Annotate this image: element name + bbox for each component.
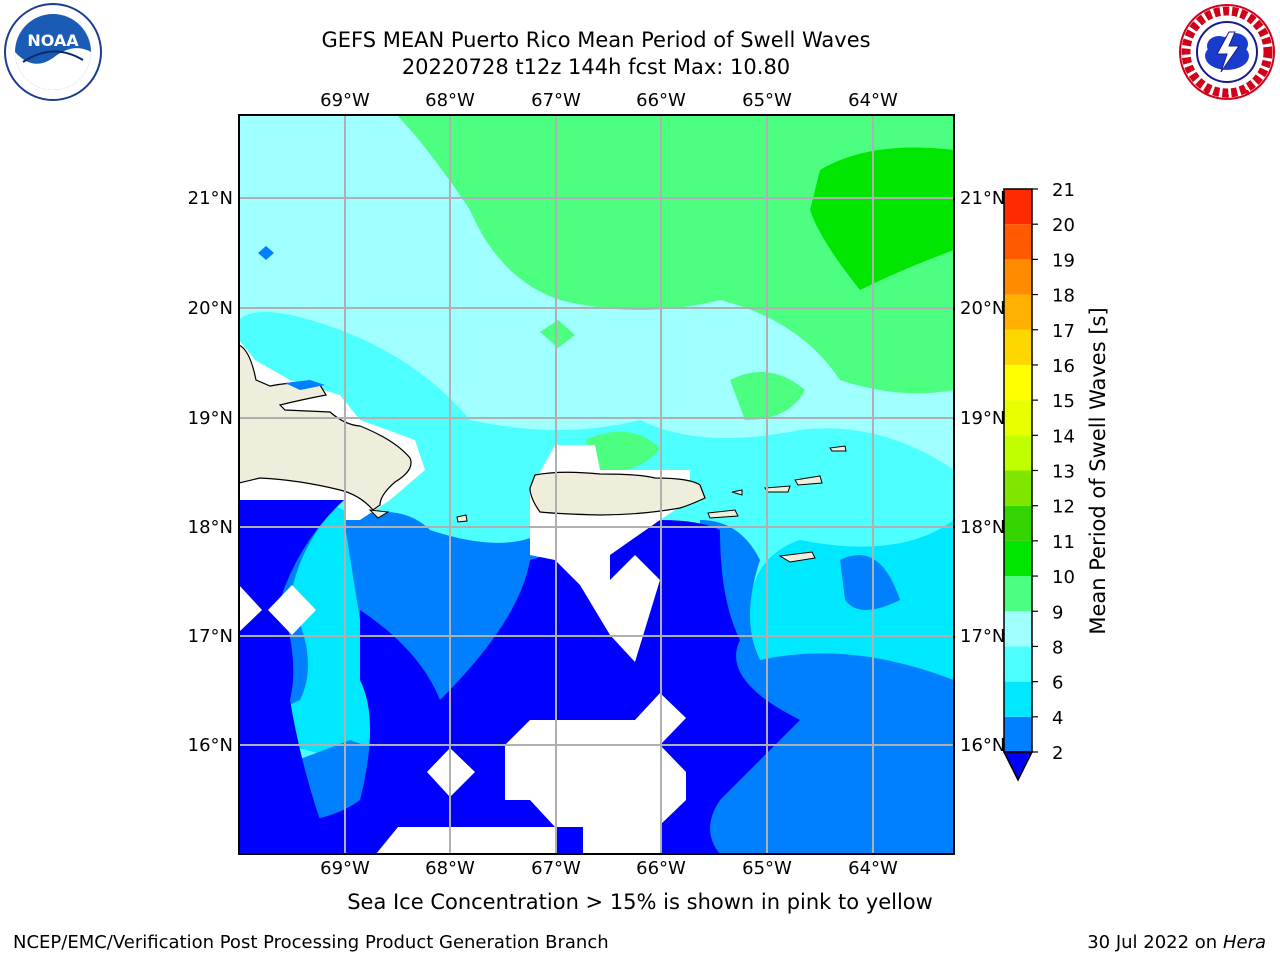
colorbar-tick-label: 17 [1052,321,1075,342]
colorbar-tick-label: 19 [1052,250,1075,271]
colorbar-bin [1004,294,1032,330]
lon-labels-bottom: 69°W 68°W 67°W 66°W 65°W 64°W [320,858,898,879]
lon-label: 67°W [531,858,581,879]
lat-label: 17°N [188,626,233,647]
colorbar-bin [1004,224,1032,260]
colorbar-tick-label: 13 [1052,462,1075,483]
colorbar-tick-label: 2 [1052,743,1063,764]
nws-logo [1179,4,1275,100]
lat-label: 20°N [188,298,233,319]
chart-subtitle: 20220728 t12z 144h fcst Max: 10.80 [401,55,791,79]
map-field [239,115,954,854]
colorbar-tick-label: 14 [1052,426,1075,447]
colorbar-label: Mean Period of Swell Waves [s] [1086,307,1110,634]
noaa-logo-text: NOAA [27,31,79,50]
lat-label: 17°N [960,626,1005,647]
lon-label: 67°W [531,90,581,111]
colorbar-bin [1004,540,1032,577]
lat-labels-left: 21°N 20°N 19°N 18°N 17°N 16°N [188,188,233,756]
lon-labels-top: 69°W 68°W 67°W 66°W 65°W 64°W [320,90,898,111]
colorbar-bin [1004,400,1032,436]
lon-label: 65°W [742,858,792,879]
footer-date: 30 Jul 2022 on Hera [1087,932,1266,953]
lat-label: 19°N [960,408,1005,429]
colorbar-tick-label: 4 [1052,708,1063,729]
colorbar-bin [1004,364,1032,401]
lat-label: 16°N [960,735,1005,756]
colorbar-bin [1004,681,1032,717]
colorbar-bin [1004,435,1032,471]
lon-label: 68°W [425,858,475,879]
colorbar-tick-label: 20 [1052,215,1075,236]
colorbar-bin [1004,470,1032,506]
lat-label: 18°N [188,517,233,538]
lon-label: 65°W [742,90,792,111]
lat-label: 19°N [188,408,233,429]
lat-label: 20°N [960,298,1005,319]
colorbar-extend-arrow [1002,751,1034,782]
graticule [239,115,954,854]
lon-label: 64°W [848,858,898,879]
noaa-logo: NOAA [4,3,102,101]
footer-machine: Hera [1222,932,1266,953]
lat-label: 16°N [188,735,233,756]
chart-title: GEFS MEAN Puerto Rico Mean Period of Swe… [321,28,871,52]
colorbar: 2 4 6 8 9 10 11 12 13 14 15 16 17 18 19 20 21 [1002,180,1075,782]
lon-label: 66°W [636,90,686,111]
lat-label: 18°N [960,517,1005,538]
colorbar-tick-label: 18 [1052,286,1075,307]
colorbar-bin [1004,329,1032,365]
sea-ice-note: Sea Ice Concentration > 15% is shown in … [0,890,1280,914]
lat-label: 21°N [960,188,1005,209]
map-frame [238,114,955,855]
footer-date-text: 30 Jul 2022 on [1087,932,1223,953]
colorbar-tick-label: 16 [1052,356,1075,377]
lon-label: 68°W [425,90,475,111]
footer-credit: NCEP/EMC/Verification Post Processing Pr… [13,932,609,953]
colorbar-tick-label: 6 [1052,673,1063,694]
colorbar-bin [1004,189,1032,225]
colorbar-bin [1004,505,1032,541]
colorbar-tick-label: 21 [1052,180,1075,201]
lon-label: 69°W [320,858,370,879]
colorbar-tick-label: 11 [1052,532,1075,553]
colorbar-bin [1004,576,1032,612]
colorbar-bin [1004,611,1032,647]
colorbar-bin [1004,259,1032,295]
lon-label: 69°W [320,90,370,111]
colorbar-tick-label: 10 [1052,567,1075,588]
colorbar-bin [1004,646,1032,682]
lat-labels-right: 21°N 20°N 19°N 18°N 17°N 16°N [960,188,1005,756]
lon-label: 66°W [636,858,686,879]
colorbar-tick-label: 9 [1052,602,1063,623]
lon-label: 64°W [848,90,898,111]
colorbar-tick-label: 8 [1052,637,1063,658]
lat-label: 21°N [188,188,233,209]
colorbar-bin [1004,716,1032,752]
colorbar-tick-label: 12 [1052,497,1075,518]
sea-ice-note-text: Sea Ice Concentration > 15% is shown in … [347,890,933,914]
colorbar-tick-label: 15 [1052,391,1075,412]
